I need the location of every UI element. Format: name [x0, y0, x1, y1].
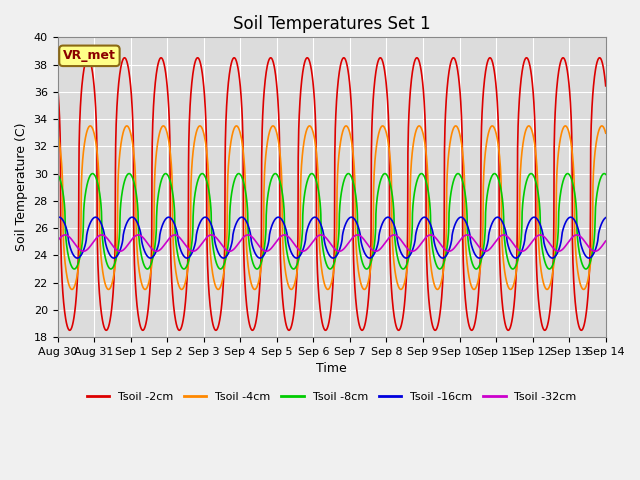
Title: Soil Temperatures Set 1: Soil Temperatures Set 1	[233, 15, 431, 33]
Tsoil -4cm	[602, 130, 609, 136]
Tsoil -32cm	[602, 238, 609, 244]
Tsoil -2cm	[602, 83, 609, 89]
Tsoil -16cm	[569, 215, 577, 221]
X-axis label: Time: Time	[316, 362, 347, 375]
Tsoil -4cm	[348, 139, 355, 144]
Tsoil -16cm	[55, 215, 63, 220]
Tsoil -2cm	[596, 55, 604, 60]
Line: Tsoil -32cm: Tsoil -32cm	[58, 235, 605, 251]
Tsoil -8cm	[348, 174, 355, 180]
Tsoil -4cm	[54, 130, 61, 136]
Tsoil -32cm	[348, 236, 355, 242]
Tsoil -16cm	[554, 250, 561, 256]
Tsoil -32cm	[207, 232, 214, 238]
Tsoil -2cm	[54, 83, 61, 89]
Tsoil -32cm	[491, 240, 499, 245]
Tsoil -8cm	[54, 171, 61, 177]
Legend: Tsoil -2cm, Tsoil -4cm, Tsoil -8cm, Tsoil -16cm, Tsoil -32cm: Tsoil -2cm, Tsoil -4cm, Tsoil -8cm, Tsoi…	[82, 388, 581, 407]
Tsoil -2cm	[569, 251, 577, 257]
Line: Tsoil -4cm: Tsoil -4cm	[58, 126, 605, 289]
Tsoil -4cm	[569, 154, 577, 160]
Tsoil -2cm	[348, 107, 355, 113]
Tsoil -8cm	[554, 239, 561, 244]
Tsoil -4cm	[554, 161, 561, 167]
Tsoil -32cm	[360, 236, 367, 242]
Tsoil -8cm	[70, 266, 78, 272]
Tsoil -2cm	[360, 326, 367, 332]
Tsoil -4cm	[491, 127, 499, 132]
Tsoil -16cm	[585, 255, 593, 261]
Tsoil -16cm	[360, 247, 367, 253]
Tsoil -32cm	[554, 248, 561, 254]
Tsoil -4cm	[360, 286, 367, 292]
Line: Tsoil -16cm: Tsoil -16cm	[58, 217, 605, 258]
Tsoil -2cm	[207, 307, 214, 313]
Line: Tsoil -2cm: Tsoil -2cm	[58, 58, 605, 330]
Tsoil -2cm	[491, 73, 499, 79]
Tsoil -16cm	[54, 215, 61, 220]
Tsoil -32cm	[61, 232, 69, 238]
Tsoil -8cm	[569, 180, 577, 186]
Tsoil -8cm	[602, 171, 609, 177]
Tsoil -8cm	[360, 263, 367, 268]
Tsoil -2cm	[66, 327, 74, 333]
Tsoil -32cm	[569, 234, 577, 240]
Tsoil -2cm	[554, 78, 561, 84]
Tsoil -32cm	[54, 238, 61, 244]
Tsoil -8cm	[600, 171, 608, 177]
Y-axis label: Soil Temperature (C): Soil Temperature (C)	[15, 123, 28, 252]
Tsoil -32cm	[591, 248, 599, 254]
Text: VR_met: VR_met	[63, 49, 116, 62]
Line: Tsoil -8cm: Tsoil -8cm	[58, 174, 605, 269]
Tsoil -16cm	[491, 216, 499, 221]
Tsoil -16cm	[602, 215, 609, 220]
Tsoil -4cm	[598, 123, 605, 129]
Tsoil -8cm	[207, 202, 214, 208]
Tsoil -16cm	[348, 215, 355, 220]
Tsoil -16cm	[207, 220, 214, 226]
Tsoil -8cm	[491, 171, 499, 177]
Tsoil -4cm	[68, 287, 76, 292]
Tsoil -4cm	[207, 253, 214, 259]
